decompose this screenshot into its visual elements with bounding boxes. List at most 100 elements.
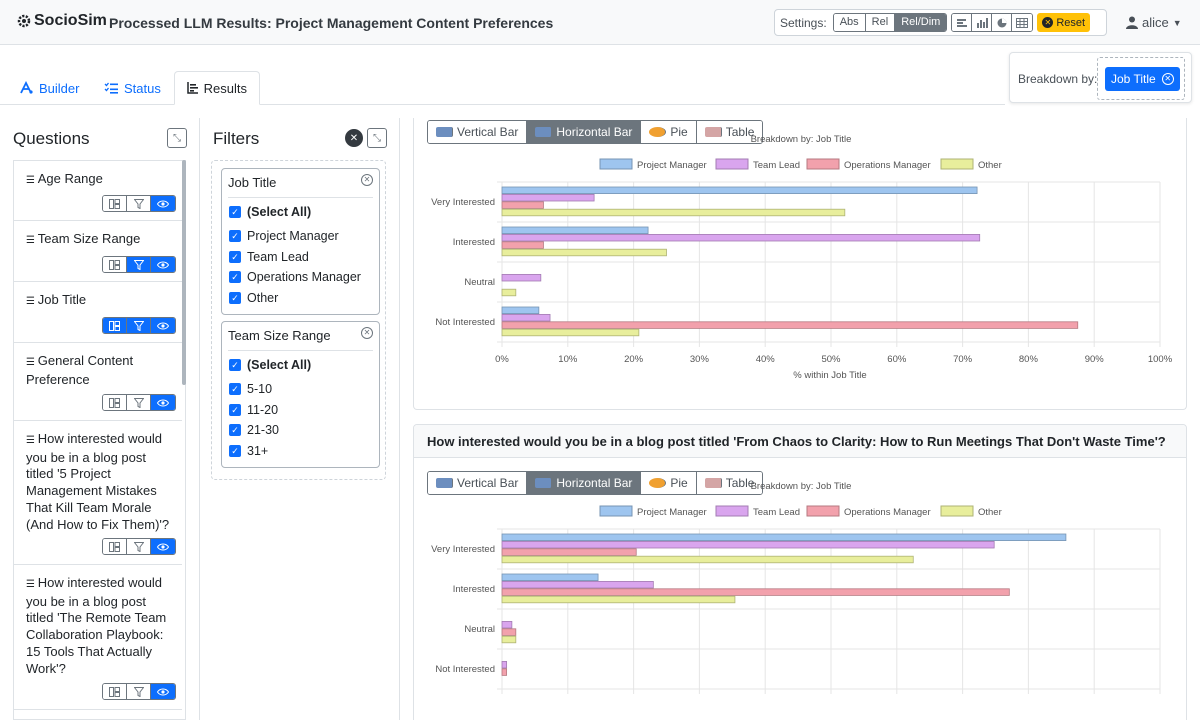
vertical-bar-icon[interactable] [972,14,993,31]
checkbox-checked-icon[interactable]: ✓ [229,271,241,284]
eye-icon[interactable] [151,318,175,333]
bar-very-interested-team-lead[interactable] [501,194,595,202]
filter-option-5-10[interactable]: ✓ 5-10 [229,382,272,396]
breakdown-dropzone[interactable]: Job Title ✕ [1097,57,1185,100]
bar-very-interested-project-manager[interactable] [501,533,1067,541]
checkbox-checked-icon[interactable]: ✓ [229,383,241,395]
chart-type-table-button[interactable]: Table [696,121,763,143]
bar-neutral-other[interactable] [501,635,517,644]
pie-icon[interactable] [992,14,1013,31]
bar-not-interested-team-lead[interactable] [501,313,551,322]
filter-icon[interactable] [127,539,151,554]
breakdown-chip[interactable]: Job Title ✕ [1105,67,1180,91]
legend-label-other[interactable]: Other [978,160,1002,171]
bar-interested-operations-manager[interactable] [501,241,544,249]
bar-not-interested-operations-manager[interactable] [501,668,508,676]
clear-filters-button[interactable]: ✕ [345,129,363,147]
eye-icon[interactable] [151,196,175,211]
legend-swatch-team-lead[interactable] [715,505,749,517]
legend-swatch-project-manager[interactable] [599,158,633,170]
question-item[interactable]: ☰ General Content Preference [14,343,182,421]
table-icon[interactable] [1012,14,1033,31]
eye-icon[interactable] [151,257,175,272]
select-all-checkbox[interactable]: ✓ (Select All) [229,358,311,372]
question-item[interactable]: ☰ Age Range [14,161,182,221]
legend-swatch-other[interactable] [940,158,974,170]
mode-abs-button[interactable]: Abs [833,14,866,31]
legend-label-project-manager[interactable]: Project Manager [637,160,707,171]
eye-icon[interactable] [151,395,175,410]
checkbox-checked-icon[interactable]: ✓ [229,403,241,416]
bar-not-interested-project-manager[interactable] [501,306,540,314]
breakdown-icon[interactable] [103,318,127,333]
mode-rel-dim-button[interactable]: Rel/Dim [895,14,947,31]
breakdown-icon[interactable] [103,257,127,272]
bar-very-interested-project-manager[interactable] [501,186,978,194]
filter-icon[interactable] [127,684,151,699]
breakdown-icon[interactable] [103,395,127,410]
question-item[interactable]: ☰ Job Title [14,282,182,343]
tab-results[interactable]: Results [174,71,260,105]
bar-very-interested-other[interactable] [501,555,914,564]
chart-type-horizontal-bar-button[interactable]: Horizontal Bar [527,472,642,494]
bar-very-interested-operations-manager[interactable] [501,548,637,556]
chart-type-horizontal-bar-button[interactable]: Horizontal Bar [527,121,642,143]
filter-icon[interactable] [127,318,151,333]
legend-swatch-team-lead[interactable] [715,158,749,170]
bar-neutral-team-lead[interactable] [501,273,542,282]
select-all-checkbox[interactable]: ✓ (Select All) [229,205,311,219]
breakdown-icon[interactable] [103,684,127,699]
legend-label-other[interactable]: Other [978,507,1002,518]
filter-option-project-manager[interactable]: ✓ Project Manager [229,229,339,243]
filter-option-other[interactable]: ✓ Other [229,291,278,305]
eye-icon[interactable] [151,684,175,699]
bar-not-interested-team-lead[interactable] [501,660,508,669]
filter-option-11-20[interactable]: ✓ 11-20 [229,403,278,417]
chart-type-pie-button[interactable]: Pie [641,121,697,143]
bar-interested-project-manager[interactable] [501,226,649,234]
tab-builder[interactable]: Builder [7,71,91,105]
legend-label-project-manager[interactable]: Project Manager [637,507,707,518]
questions-scrollbar[interactable] [182,160,186,385]
checkbox-checked-icon[interactable]: ✓ [229,445,241,458]
bar-very-interested-operations-manager[interactable] [501,201,544,209]
chart-type-vertical-bar-button[interactable]: Vertical Bar [428,472,528,494]
bar-interested-operations-manager[interactable] [501,588,1010,596]
remove-circle-icon[interactable]: ✕ [1161,73,1174,85]
user-menu[interactable]: alice ▼ [1126,15,1182,30]
legend-label-operations-manager[interactable]: Operations Manager [844,507,931,518]
bar-interested-team-lead[interactable] [501,581,654,589]
filter-option-team-lead[interactable]: ✓ Team Lead [229,250,309,264]
filters-dropzone[interactable]: Job Title ✕ ✓ (Select All) ✓ Project Manager ✓… [211,160,386,480]
tab-status[interactable]: Status [92,71,173,105]
filter-icon[interactable] [127,196,151,211]
reset-button[interactable]: ✕ Reset [1037,13,1091,32]
bar-neutral-operations-manager[interactable] [501,628,517,636]
question-item[interactable]: ☰ Team Size Range [14,221,182,282]
checkbox-checked-icon[interactable]: ✓ [229,230,241,242]
bar-neutral-team-lead[interactable] [501,620,513,629]
bar-interested-other[interactable] [501,248,667,257]
eye-icon[interactable] [151,539,175,554]
checkbox-checked-icon[interactable]: ✓ [229,292,241,305]
filter-option-operations-manager[interactable]: ✓ Operations Manager [229,270,361,284]
bar-neutral-other[interactable] [501,288,517,297]
chart-type-vertical-bar-button[interactable]: Vertical Bar [428,121,528,143]
breakdown-icon[interactable] [103,196,127,211]
bar-interested-team-lead[interactable] [501,234,981,242]
filter-icon[interactable] [127,395,151,410]
checkbox-checked-icon[interactable]: ✓ [229,424,241,437]
legend-swatch-other[interactable] [940,505,974,517]
checkbox-checked-icon[interactable]: ✓ [229,359,241,371]
bar-not-interested-other[interactable] [501,328,640,337]
collapse-filters-button[interactable]: ⤡ [367,128,387,148]
bar-not-interested-operations-manager[interactable] [501,321,1079,329]
question-item[interactable]: ☰ How interested would you be in a blog … [14,421,182,565]
legend-label-operations-manager[interactable]: Operations Manager [844,160,931,171]
filter-option-31[interactable]: ✓ 31+ [229,444,268,458]
bar-very-interested-team-lead[interactable] [501,541,995,549]
bar-interested-project-manager[interactable] [501,573,599,581]
collapse-questions-button[interactable]: ⤡ [167,128,187,148]
checkbox-checked-icon[interactable]: ✓ [229,250,241,263]
legend-swatch-project-manager[interactable] [599,505,633,517]
